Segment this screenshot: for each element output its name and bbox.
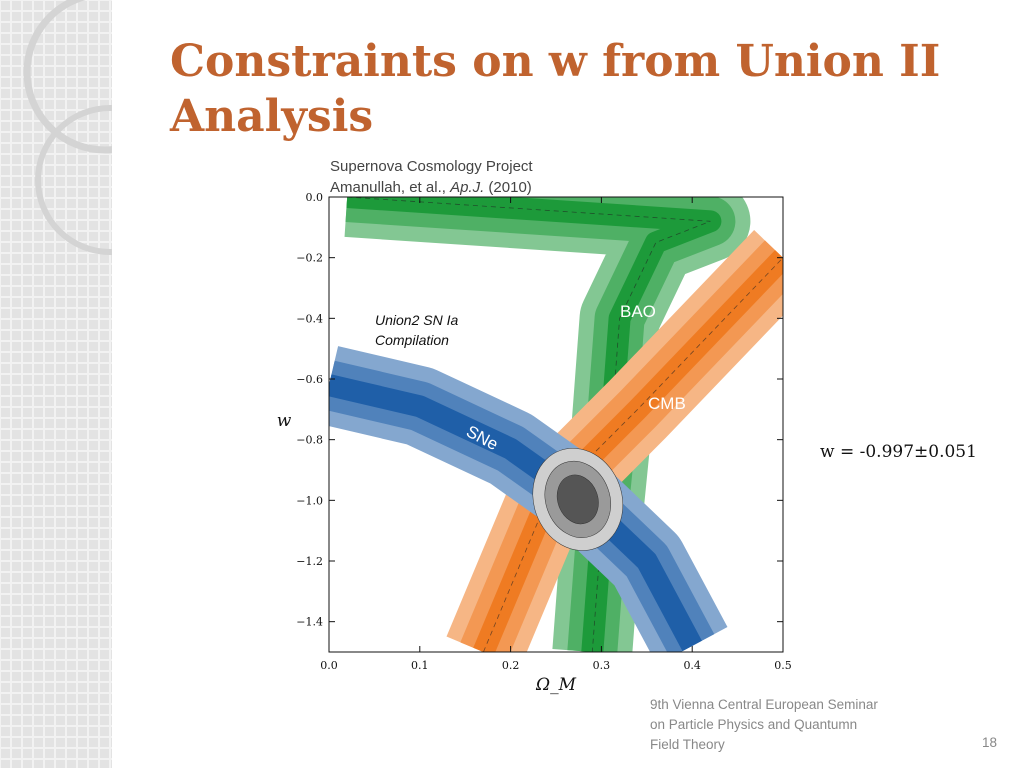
- y-tick-label: 0.0: [306, 191, 324, 204]
- figure-caption-line-1: Supernova Cosmology Project: [330, 158, 533, 175]
- y-tick-label: −1.0: [296, 494, 323, 507]
- compilation-label-line-1: Union2 SN Ia: [375, 312, 458, 328]
- bao-label: BAO: [620, 302, 656, 321]
- bao-dashed-centerline: [347, 197, 711, 652]
- combined-contours: [532, 448, 624, 551]
- footer-line-3: Field Theory: [650, 737, 725, 752]
- caption-authors: Amanullah, et al.,: [330, 179, 451, 196]
- axis-ticks: 0.0 0.1 0.2 0.3 0.4 0.5 0.0 −0.2 −0.4 −0.6 −0.8 −1.…: [296, 191, 791, 672]
- y-tick-label: −0.4: [296, 312, 323, 325]
- x-tick-label: 0.2: [502, 659, 520, 672]
- y-tick-label: −1.4: [296, 616, 323, 629]
- caption-year: (2010): [484, 179, 532, 196]
- slide-title: Constraints on w from Union II Analysis: [170, 34, 990, 144]
- decorative-background-pattern: [0, 0, 112, 768]
- page-number: 18: [982, 735, 998, 750]
- x-axis-label: Ω_M: [535, 675, 577, 695]
- x-tick-label: 0.3: [593, 659, 611, 672]
- x-tick-label: 0.1: [411, 659, 429, 672]
- cmb-label: CMB: [648, 394, 686, 413]
- y-tick-label: −1.2: [296, 555, 323, 568]
- y-tick-label: −0.8: [296, 434, 323, 447]
- confidence-contours: [329, 197, 783, 652]
- compilation-label-line-2: Compilation: [375, 332, 449, 348]
- slide-title-line-2: Analysis: [170, 91, 374, 142]
- y-tick-label: −0.6: [296, 373, 323, 386]
- footer-conference: 9th Vienna Central European Seminar on P…: [650, 695, 990, 755]
- y-tick-label: −0.2: [296, 252, 323, 265]
- footer-line-1: 9th Vienna Central European Seminar: [650, 697, 878, 712]
- figure-caption-line-2: Amanullah, et al., Ap.J. (2010): [330, 179, 532, 196]
- combined-contour-68.3: [556, 474, 599, 525]
- slide-title-line-1: Constraints on w from Union II: [170, 36, 941, 87]
- x-tick-label: 0.0: [320, 659, 338, 672]
- best-fit-w-result: w = -0.997±0.051: [820, 442, 977, 462]
- caption-journal: Ap.J.: [450, 179, 485, 196]
- x-tick-label: 0.4: [683, 659, 701, 672]
- x-tick-label: 0.5: [774, 659, 792, 672]
- y-axis-label: w: [277, 411, 292, 431]
- plot-frame: [328, 196, 784, 653]
- footer-line-2: on Particle Physics and Quantumn: [650, 717, 858, 732]
